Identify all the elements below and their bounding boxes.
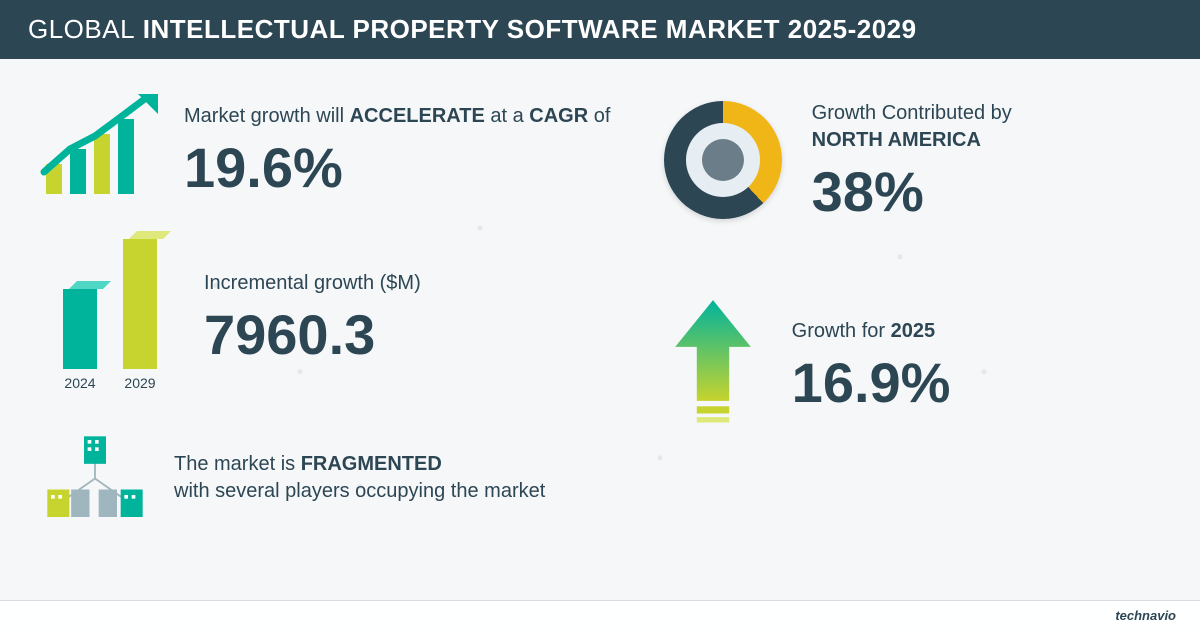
content-area: Market growth will ACCELERATE at a CAGR … <box>0 59 1200 553</box>
incremental-text: Incremental growth ($M) 7960.3 <box>204 270 618 363</box>
fragmented-lead: The market is FRAGMENTED with several pl… <box>174 451 618 505</box>
bar-label-2024: 2024 <box>64 375 95 391</box>
cagr-lead: Market growth will ACCELERATE at a CAGR … <box>184 103 618 130</box>
bar-2024: 2024 <box>63 289 97 391</box>
fragmented-suffix: with several players occupying the marke… <box>174 480 545 502</box>
header-prefix: GLOBAL <box>28 14 135 44</box>
region-lead: Growth Contributed by NORTH AMERICA <box>812 100 1160 154</box>
fragmented-prefix: The market is <box>174 453 301 475</box>
incremental-lead: Incremental growth ($M) <box>204 270 618 297</box>
year-growth-bold: 2025 <box>891 320 936 342</box>
donut-chart-icon <box>658 95 788 225</box>
year-growth-value: 16.9% <box>792 355 1160 411</box>
footer-bar: technavio <box>0 600 1200 630</box>
fragmented-block: The market is FRAGMENTED with several pl… <box>40 423 618 533</box>
two-bars-icon: 2024 2029 <box>40 241 180 391</box>
header-title: INTELLECTUAL PROPERTY SOFTWARE MARKET 20… <box>143 14 917 44</box>
cagr-value: 19.6% <box>184 140 618 196</box>
footer-brand: technavio <box>1115 608 1176 623</box>
cagr-block: Market growth will ACCELERATE at a CAGR … <box>40 89 618 209</box>
region-block: Growth Contributed by NORTH AMERICA 38% <box>658 95 1160 225</box>
cagr-lead-mid: at a <box>485 105 529 127</box>
year-growth-lead: Growth for 2025 <box>792 318 1160 345</box>
bar-2029: 2029 <box>123 239 157 391</box>
year-growth-prefix: Growth for <box>792 320 891 342</box>
bar-label-2029: 2029 <box>124 375 155 391</box>
cagr-lead-cagr: CAGR <box>529 105 588 127</box>
year-growth-text: Growth for 2025 16.9% <box>792 318 1160 411</box>
region-value: 38% <box>812 164 1160 220</box>
fragmented-bold: FRAGMENTED <box>301 453 442 475</box>
cagr-lead-suffix: of <box>588 105 610 127</box>
left-column: Market growth will ACCELERATE at a CAGR … <box>40 89 618 533</box>
region-lead-prefix: Growth Contributed by <box>812 102 1012 124</box>
incremental-block: 2024 2029 Incremental growth ($M) 7960.3 <box>40 241 618 391</box>
right-column: Growth Contributed by NORTH AMERICA 38% <box>658 89 1160 533</box>
year-growth-block: Growth for 2025 16.9% <box>658 289 1160 439</box>
arrow-up-icon <box>658 289 768 439</box>
cagr-text: Market growth will ACCELERATE at a CAGR … <box>184 103 618 196</box>
cagr-lead-accelerate: ACCELERATE <box>350 105 485 127</box>
region-text: Growth Contributed by NORTH AMERICA 38% <box>812 100 1160 220</box>
fragmented-text: The market is FRAGMENTED with several pl… <box>174 451 618 505</box>
cagr-lead-prefix: Market growth will <box>184 105 350 127</box>
incremental-value: 7960.3 <box>204 307 618 363</box>
buildings-network-icon <box>40 423 150 533</box>
header-bar: GLOBAL INTELLECTUAL PROPERTY SOFTWARE MA… <box>0 0 1200 59</box>
region-lead-bold: NORTH AMERICA <box>812 129 981 151</box>
growth-chart-arrow-icon <box>40 89 160 209</box>
